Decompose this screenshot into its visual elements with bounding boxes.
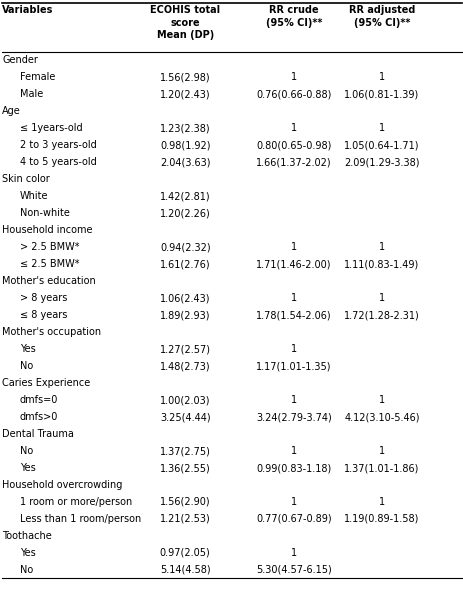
Text: Mother's occupation: Mother's occupation [2, 327, 101, 337]
Text: ≤ 1years-old: ≤ 1years-old [20, 123, 82, 134]
Text: > 2.5 BMW*: > 2.5 BMW* [20, 242, 80, 252]
Text: 1.37(2.75): 1.37(2.75) [160, 446, 211, 456]
Text: 1: 1 [379, 293, 385, 303]
Text: RR crude
(95% CI)**: RR crude (95% CI)** [266, 5, 322, 28]
Text: 1: 1 [291, 548, 297, 558]
Text: 1.56(2.98): 1.56(2.98) [160, 72, 211, 82]
Text: 2 to 3 years-old: 2 to 3 years-old [20, 140, 97, 150]
Text: 1.00(2.03): 1.00(2.03) [160, 395, 211, 405]
Text: Mother's education: Mother's education [2, 276, 96, 286]
Text: Non-white: Non-white [20, 208, 70, 218]
Text: ECOHIS total
score
Mean (DP): ECOHIS total score Mean (DP) [150, 5, 220, 40]
Text: 2.04(3.63): 2.04(3.63) [160, 157, 211, 167]
Text: Age: Age [2, 106, 21, 116]
Text: 1.20(2.26): 1.20(2.26) [160, 208, 211, 218]
Text: 1.78(1.54-2.06): 1.78(1.54-2.06) [256, 310, 332, 320]
Text: 0.77(0.67-0.89): 0.77(0.67-0.89) [256, 514, 332, 524]
Text: 1.89(2.93): 1.89(2.93) [160, 310, 211, 320]
Text: 1.56(2.90): 1.56(2.90) [160, 497, 211, 507]
Text: 1.66(1.37-2.02): 1.66(1.37-2.02) [256, 157, 332, 167]
Text: > 8 years: > 8 years [20, 293, 67, 303]
Text: 0.97(2.05): 0.97(2.05) [160, 548, 211, 558]
Text: ≤ 2.5 BMW*: ≤ 2.5 BMW* [20, 259, 80, 269]
Text: 1: 1 [379, 446, 385, 456]
Text: 1: 1 [291, 446, 297, 456]
Text: 1.48(2.73): 1.48(2.73) [160, 361, 211, 371]
Text: 1: 1 [379, 242, 385, 252]
Text: 1.06(2.43): 1.06(2.43) [160, 293, 211, 303]
Text: ≤ 8 years: ≤ 8 years [20, 310, 67, 320]
Text: 1.11(0.83-1.49): 1.11(0.83-1.49) [344, 259, 419, 269]
Text: No: No [20, 361, 33, 371]
Text: 1: 1 [379, 395, 385, 405]
Text: Female: Female [20, 72, 55, 82]
Text: dmfs>0: dmfs>0 [20, 412, 58, 422]
Text: Dental Trauma: Dental Trauma [2, 429, 74, 439]
Text: 1.20(2.43): 1.20(2.43) [160, 89, 211, 100]
Text: Household income: Household income [2, 225, 93, 235]
Text: dmfs=0: dmfs=0 [20, 395, 58, 405]
Text: Yes: Yes [20, 463, 36, 473]
Text: 0.80(0.65-0.98): 0.80(0.65-0.98) [257, 140, 332, 150]
Text: 1.17(1.01-1.35): 1.17(1.01-1.35) [256, 361, 332, 371]
Text: 0.76(0.66-0.88): 0.76(0.66-0.88) [257, 89, 332, 100]
Text: 1: 1 [291, 72, 297, 82]
Text: 1: 1 [291, 123, 297, 134]
Text: 1: 1 [291, 497, 297, 507]
Text: 1: 1 [291, 344, 297, 354]
Text: 1.72(1.28-2.31): 1.72(1.28-2.31) [344, 310, 420, 320]
Text: RR adjusted
(95% CI)**: RR adjusted (95% CI)** [349, 5, 415, 28]
Text: 5.30(4.57-6.15): 5.30(4.57-6.15) [256, 565, 332, 575]
Text: 1: 1 [379, 123, 385, 134]
Text: Yes: Yes [20, 548, 36, 558]
Text: 0.99(0.83-1.18): 0.99(0.83-1.18) [257, 463, 332, 473]
Text: 1: 1 [379, 497, 385, 507]
Text: 1.23(2.38): 1.23(2.38) [160, 123, 211, 134]
Text: 1.42(2.81): 1.42(2.81) [160, 191, 211, 201]
Text: White: White [20, 191, 49, 201]
Text: 1.27(2.57): 1.27(2.57) [160, 344, 211, 354]
Text: 1: 1 [291, 242, 297, 252]
Text: Caries Experience: Caries Experience [2, 378, 91, 388]
Text: 1.06(0.81-1.39): 1.06(0.81-1.39) [344, 89, 419, 100]
Text: 0.98(1.92): 0.98(1.92) [160, 140, 211, 150]
Text: 0.94(2.32): 0.94(2.32) [160, 242, 211, 252]
Text: Male: Male [20, 89, 43, 100]
Text: 1 room or more/person: 1 room or more/person [20, 497, 132, 507]
Text: 3.24(2.79-3.74): 3.24(2.79-3.74) [256, 412, 332, 422]
Text: 1.37(1.01-1.86): 1.37(1.01-1.86) [344, 463, 419, 473]
Text: Less than 1 room/person: Less than 1 room/person [20, 514, 141, 524]
Text: Yes: Yes [20, 344, 36, 354]
Text: 5.14(4.58): 5.14(4.58) [160, 565, 211, 575]
Text: 1.21(2.53): 1.21(2.53) [160, 514, 211, 524]
Text: 1: 1 [291, 395, 297, 405]
Text: Household overcrowding: Household overcrowding [2, 480, 123, 490]
Text: 4 to 5 years-old: 4 to 5 years-old [20, 157, 97, 167]
Text: 1.71(1.46-2.00): 1.71(1.46-2.00) [256, 259, 332, 269]
Text: 3.25(4.44): 3.25(4.44) [160, 412, 211, 422]
Text: 2.09(1.29-3.38): 2.09(1.29-3.38) [344, 157, 420, 167]
Text: Skin color: Skin color [2, 174, 50, 184]
Text: No: No [20, 565, 33, 575]
Text: 4.12(3.10-5.46): 4.12(3.10-5.46) [344, 412, 420, 422]
Text: 1: 1 [379, 72, 385, 82]
Text: 1.61(2.76): 1.61(2.76) [160, 259, 211, 269]
Text: No: No [20, 446, 33, 456]
Text: Toothache: Toothache [2, 531, 52, 541]
Text: 1: 1 [291, 293, 297, 303]
Text: 1.05(0.64-1.71): 1.05(0.64-1.71) [344, 140, 420, 150]
Text: Variables: Variables [2, 5, 54, 15]
Text: Gender: Gender [2, 55, 38, 66]
Text: 1.36(2.55): 1.36(2.55) [160, 463, 211, 473]
Text: 1.19(0.89-1.58): 1.19(0.89-1.58) [344, 514, 419, 524]
